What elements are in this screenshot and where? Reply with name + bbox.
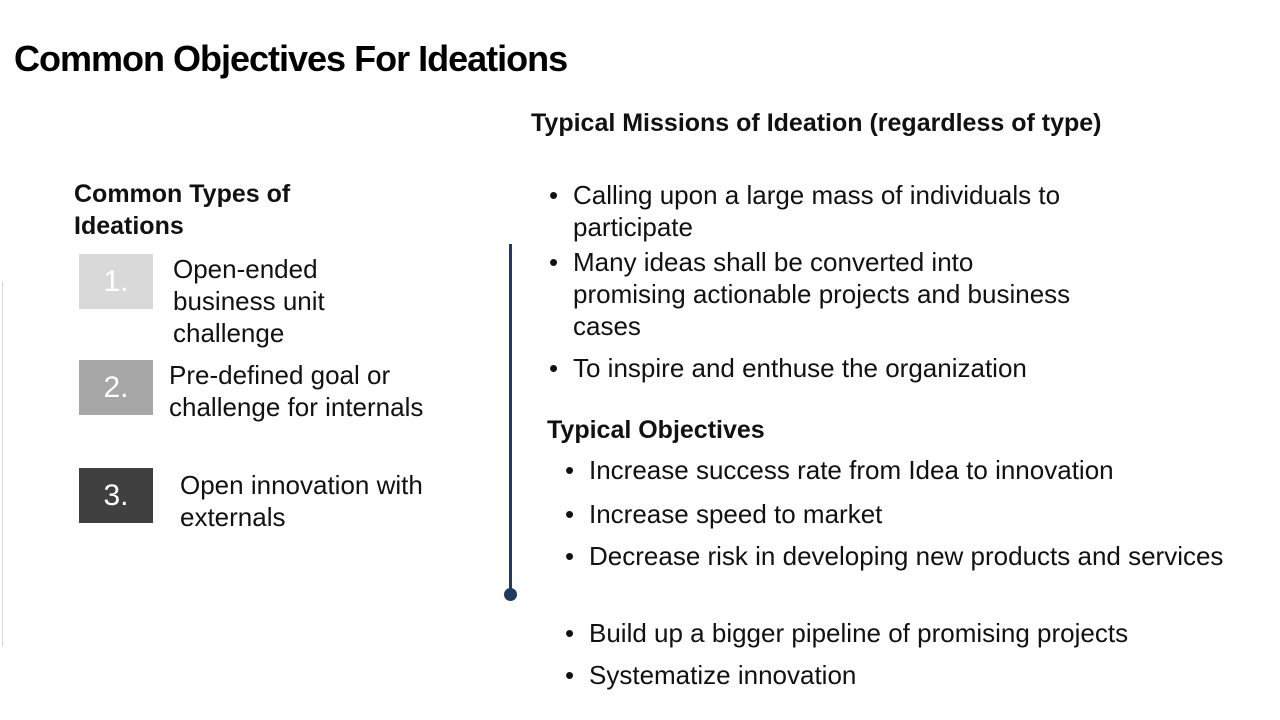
type-text-3: Open innovation with externals — [180, 470, 423, 532]
left-edge-line — [2, 282, 3, 646]
type-number-box-1: 1. — [79, 254, 153, 309]
objective-item-4: Build up a bigger pipeline of promising … — [563, 617, 1269, 649]
divider-end-dot — [504, 588, 517, 601]
mission-item-1: Calling upon a large mass of individuals… — [547, 179, 1173, 243]
vertical-divider — [509, 244, 512, 594]
slide-title: Common Objectives For Ideations — [14, 38, 568, 79]
type-number-box-2: 2. — [79, 360, 153, 415]
type-number-box-3: 3. — [79, 468, 153, 523]
mission-item-3: To inspire and enthuse the organization — [547, 352, 1173, 384]
objectives-heading: Typical Objectives — [547, 416, 765, 444]
mission-item-2: Many ideas shall be converted into promi… — [547, 246, 1073, 342]
type-text-1: Open-ended business unit challenge — [173, 254, 325, 348]
objective-item-1: Increase success rate from Idea to innov… — [563, 454, 1269, 486]
types-heading: Common Types of Ideations — [74, 180, 291, 240]
objective-item-2: Increase speed to market — [563, 498, 1269, 530]
objective-item-3: Decrease risk in developing new products… — [563, 540, 1249, 572]
type-text-2: Pre-defined goal or challenge for intern… — [169, 360, 424, 422]
objective-item-5: Systematize innovation — [563, 659, 1269, 691]
missions-heading: Typical Missions of Ideation (regardless… — [531, 109, 1102, 137]
